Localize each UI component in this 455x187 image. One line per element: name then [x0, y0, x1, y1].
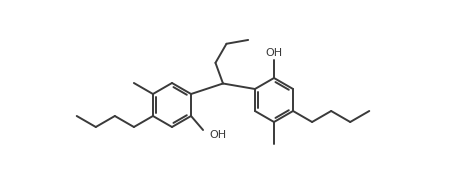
Text: OH: OH — [265, 48, 283, 58]
Text: OH: OH — [209, 130, 226, 140]
